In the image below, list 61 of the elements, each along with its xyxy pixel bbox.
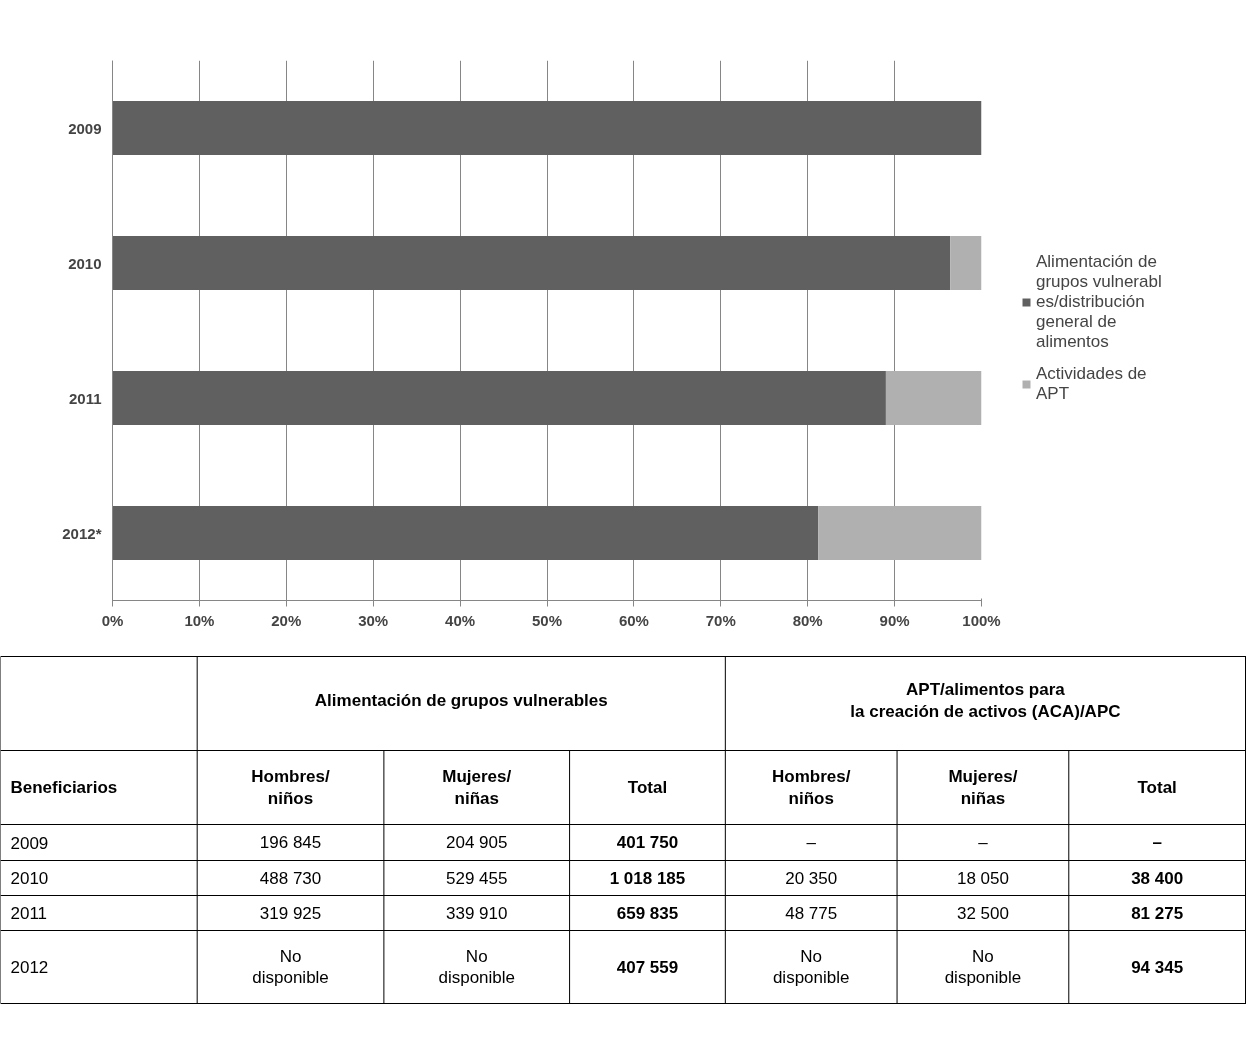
bar xyxy=(950,236,982,290)
text: 488 730 xyxy=(259,868,322,888)
x-tick-label: 70% xyxy=(705,611,736,629)
text: 659 835 xyxy=(616,903,679,923)
text: 20 350 xyxy=(785,868,838,888)
bar xyxy=(885,371,982,425)
text: 204 905 xyxy=(446,833,508,852)
text: Mujeres/ niñas xyxy=(442,767,512,808)
text: 2011 xyxy=(10,904,48,923)
text: APT/alimentos para la creación de activos (ACA)/APC xyxy=(850,680,1121,721)
x-tick-label: 50% xyxy=(531,611,563,629)
text: Alimentación de grupos vulnerables xyxy=(314,691,608,710)
text: 319 925 xyxy=(259,903,322,923)
y-tick-label: 2010 xyxy=(68,254,102,272)
text: 196 845 xyxy=(259,833,322,852)
text: 94 345 xyxy=(1131,957,1184,977)
text: No disponible xyxy=(944,946,1022,988)
text: Total xyxy=(1137,778,1177,797)
text: 407 559 xyxy=(616,957,679,977)
text: 2010 xyxy=(10,869,49,888)
y-tick-label: 2009 xyxy=(68,119,102,137)
y-tick-label: 2012* xyxy=(62,524,102,542)
x-tick-label: 60% xyxy=(618,611,649,629)
text: Total xyxy=(627,778,668,797)
x-tick-label: 80% xyxy=(792,611,823,629)
bar xyxy=(112,506,819,560)
text: – xyxy=(1152,833,1162,852)
text: No disponible xyxy=(772,946,850,988)
legend-label: Actividades de APT xyxy=(1036,363,1147,404)
text: Hombres/ niños xyxy=(771,767,851,808)
text: – xyxy=(978,833,989,852)
text: 32 500 xyxy=(956,903,1009,923)
x-tick-label: 20% xyxy=(271,611,302,629)
text: 81 275 xyxy=(1131,903,1184,923)
text: No disponible xyxy=(438,946,516,988)
y-tick-label: 2011 xyxy=(68,389,102,407)
text: 18 050 xyxy=(956,868,1009,888)
text: 2012 xyxy=(10,958,49,977)
x-tick-label: 90% xyxy=(879,611,910,629)
text: 2009 xyxy=(10,833,49,853)
legend-label: Alimentación de grupos vulnerables/distribución general de alimentos xyxy=(1036,251,1162,352)
text: No disponible xyxy=(252,946,329,988)
x-tick-label: 100% xyxy=(962,611,1001,629)
text: 1 018 185 xyxy=(609,868,686,888)
text: Hombres/ niños xyxy=(251,767,331,808)
text: 529 455 xyxy=(446,868,508,888)
bar xyxy=(818,506,982,560)
text: Beneficiarios xyxy=(10,778,118,797)
bar xyxy=(112,371,886,425)
bar xyxy=(112,101,982,155)
x-tick-label: 10% xyxy=(184,611,215,629)
text: 48 775 xyxy=(785,903,838,923)
x-tick-label: 0% xyxy=(101,611,124,629)
x-tick-label: 40% xyxy=(445,611,476,629)
text: 401 750 xyxy=(616,833,679,852)
text: – xyxy=(806,833,817,852)
text: 38 400 xyxy=(1131,868,1184,888)
x-tick-label: 30% xyxy=(358,611,389,629)
text: Mujeres/ niñas xyxy=(948,767,1018,808)
bar xyxy=(112,236,951,290)
text: 339 910 xyxy=(446,903,508,923)
